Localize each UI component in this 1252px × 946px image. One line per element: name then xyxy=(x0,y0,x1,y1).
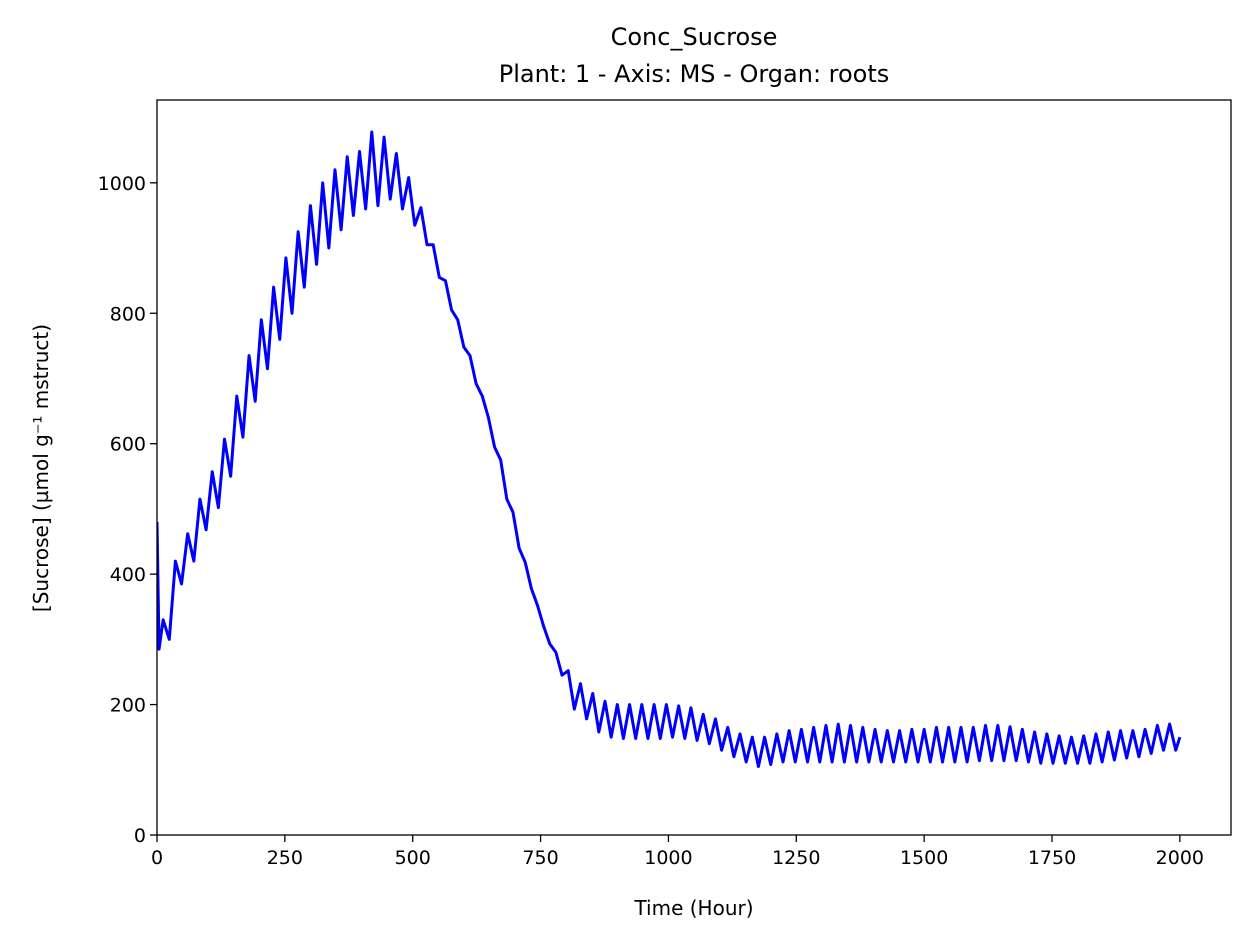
x-tick-label: 750 xyxy=(522,847,558,869)
x-tick-label: 1750 xyxy=(1028,847,1076,869)
y-tick-label: 600 xyxy=(110,434,146,456)
y-tick-label: 800 xyxy=(110,303,146,325)
plot-frame xyxy=(156,99,1232,836)
y-tick-label: 400 xyxy=(110,564,146,586)
x-tick-label: 1250 xyxy=(772,847,820,869)
x-tick-label: 1000 xyxy=(644,847,692,869)
chart-title: Conc_Sucrose xyxy=(611,23,778,51)
x-tick-label: 1500 xyxy=(900,847,948,869)
x-tick-label: 0 xyxy=(151,847,163,869)
y-tick-label: 200 xyxy=(110,695,146,717)
x-tick-label: 250 xyxy=(267,847,303,869)
chart-subtitle: Plant: 1 - Axis: MS - Organ: roots xyxy=(499,60,890,88)
y-axis-label: [Sucrose] (µmol g⁻¹ mstruct) xyxy=(29,324,53,612)
data-line xyxy=(157,130,1182,769)
x-axis-label: Time (Hour) xyxy=(633,896,753,920)
y-tick-label: 1000 xyxy=(98,173,146,195)
y-tick-label: 0 xyxy=(134,825,146,847)
x-tick-label: 500 xyxy=(395,847,431,869)
x-tick-label: 2000 xyxy=(1156,847,1204,869)
